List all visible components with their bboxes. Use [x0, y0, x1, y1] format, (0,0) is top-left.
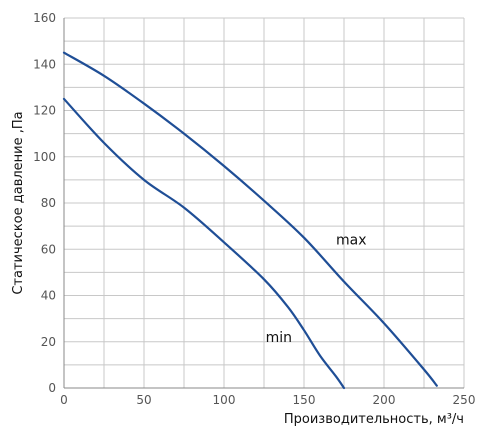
- tick-labels: 0 50 100 150 200 250 0 20 40 60 80 100 120 140 160: [33, 11, 475, 407]
- series: [62, 51, 438, 390]
- series-line-max: [62, 51, 438, 387]
- y-tick-label-0: 0: [48, 381, 56, 395]
- series-labels: max min: [266, 233, 367, 346]
- x-tick-label-5: 250: [453, 393, 476, 407]
- y-tick-label-2: 40: [41, 289, 56, 303]
- x-tick-label-4: 200: [373, 393, 396, 407]
- x-tick-label-3: 150: [293, 393, 316, 407]
- series-line-min: [62, 97, 346, 390]
- y-tick-label-6: 120: [33, 104, 56, 118]
- x-tick-label-1: 50: [136, 393, 151, 407]
- grid: [63, 17, 465, 389]
- y-tick-label-7: 140: [33, 57, 56, 71]
- y-tick-label-3: 60: [41, 242, 56, 256]
- y-tick-label-5: 100: [33, 150, 56, 164]
- y-axis-title: Статическое давление ,Па: [11, 111, 26, 294]
- x-axis-title: Производительность, м³/ч: [284, 412, 464, 427]
- y-tick-label-4: 80: [41, 196, 56, 210]
- series-label-min: min: [266, 330, 292, 346]
- axes: [63, 18, 464, 389]
- series-label-max: max: [336, 233, 367, 249]
- y-tick-label-8: 160: [33, 11, 56, 25]
- y-tick-label-1: 20: [41, 335, 56, 349]
- x-tick-label-0: 0: [60, 393, 68, 407]
- x-tick-label-2: 100: [213, 393, 236, 407]
